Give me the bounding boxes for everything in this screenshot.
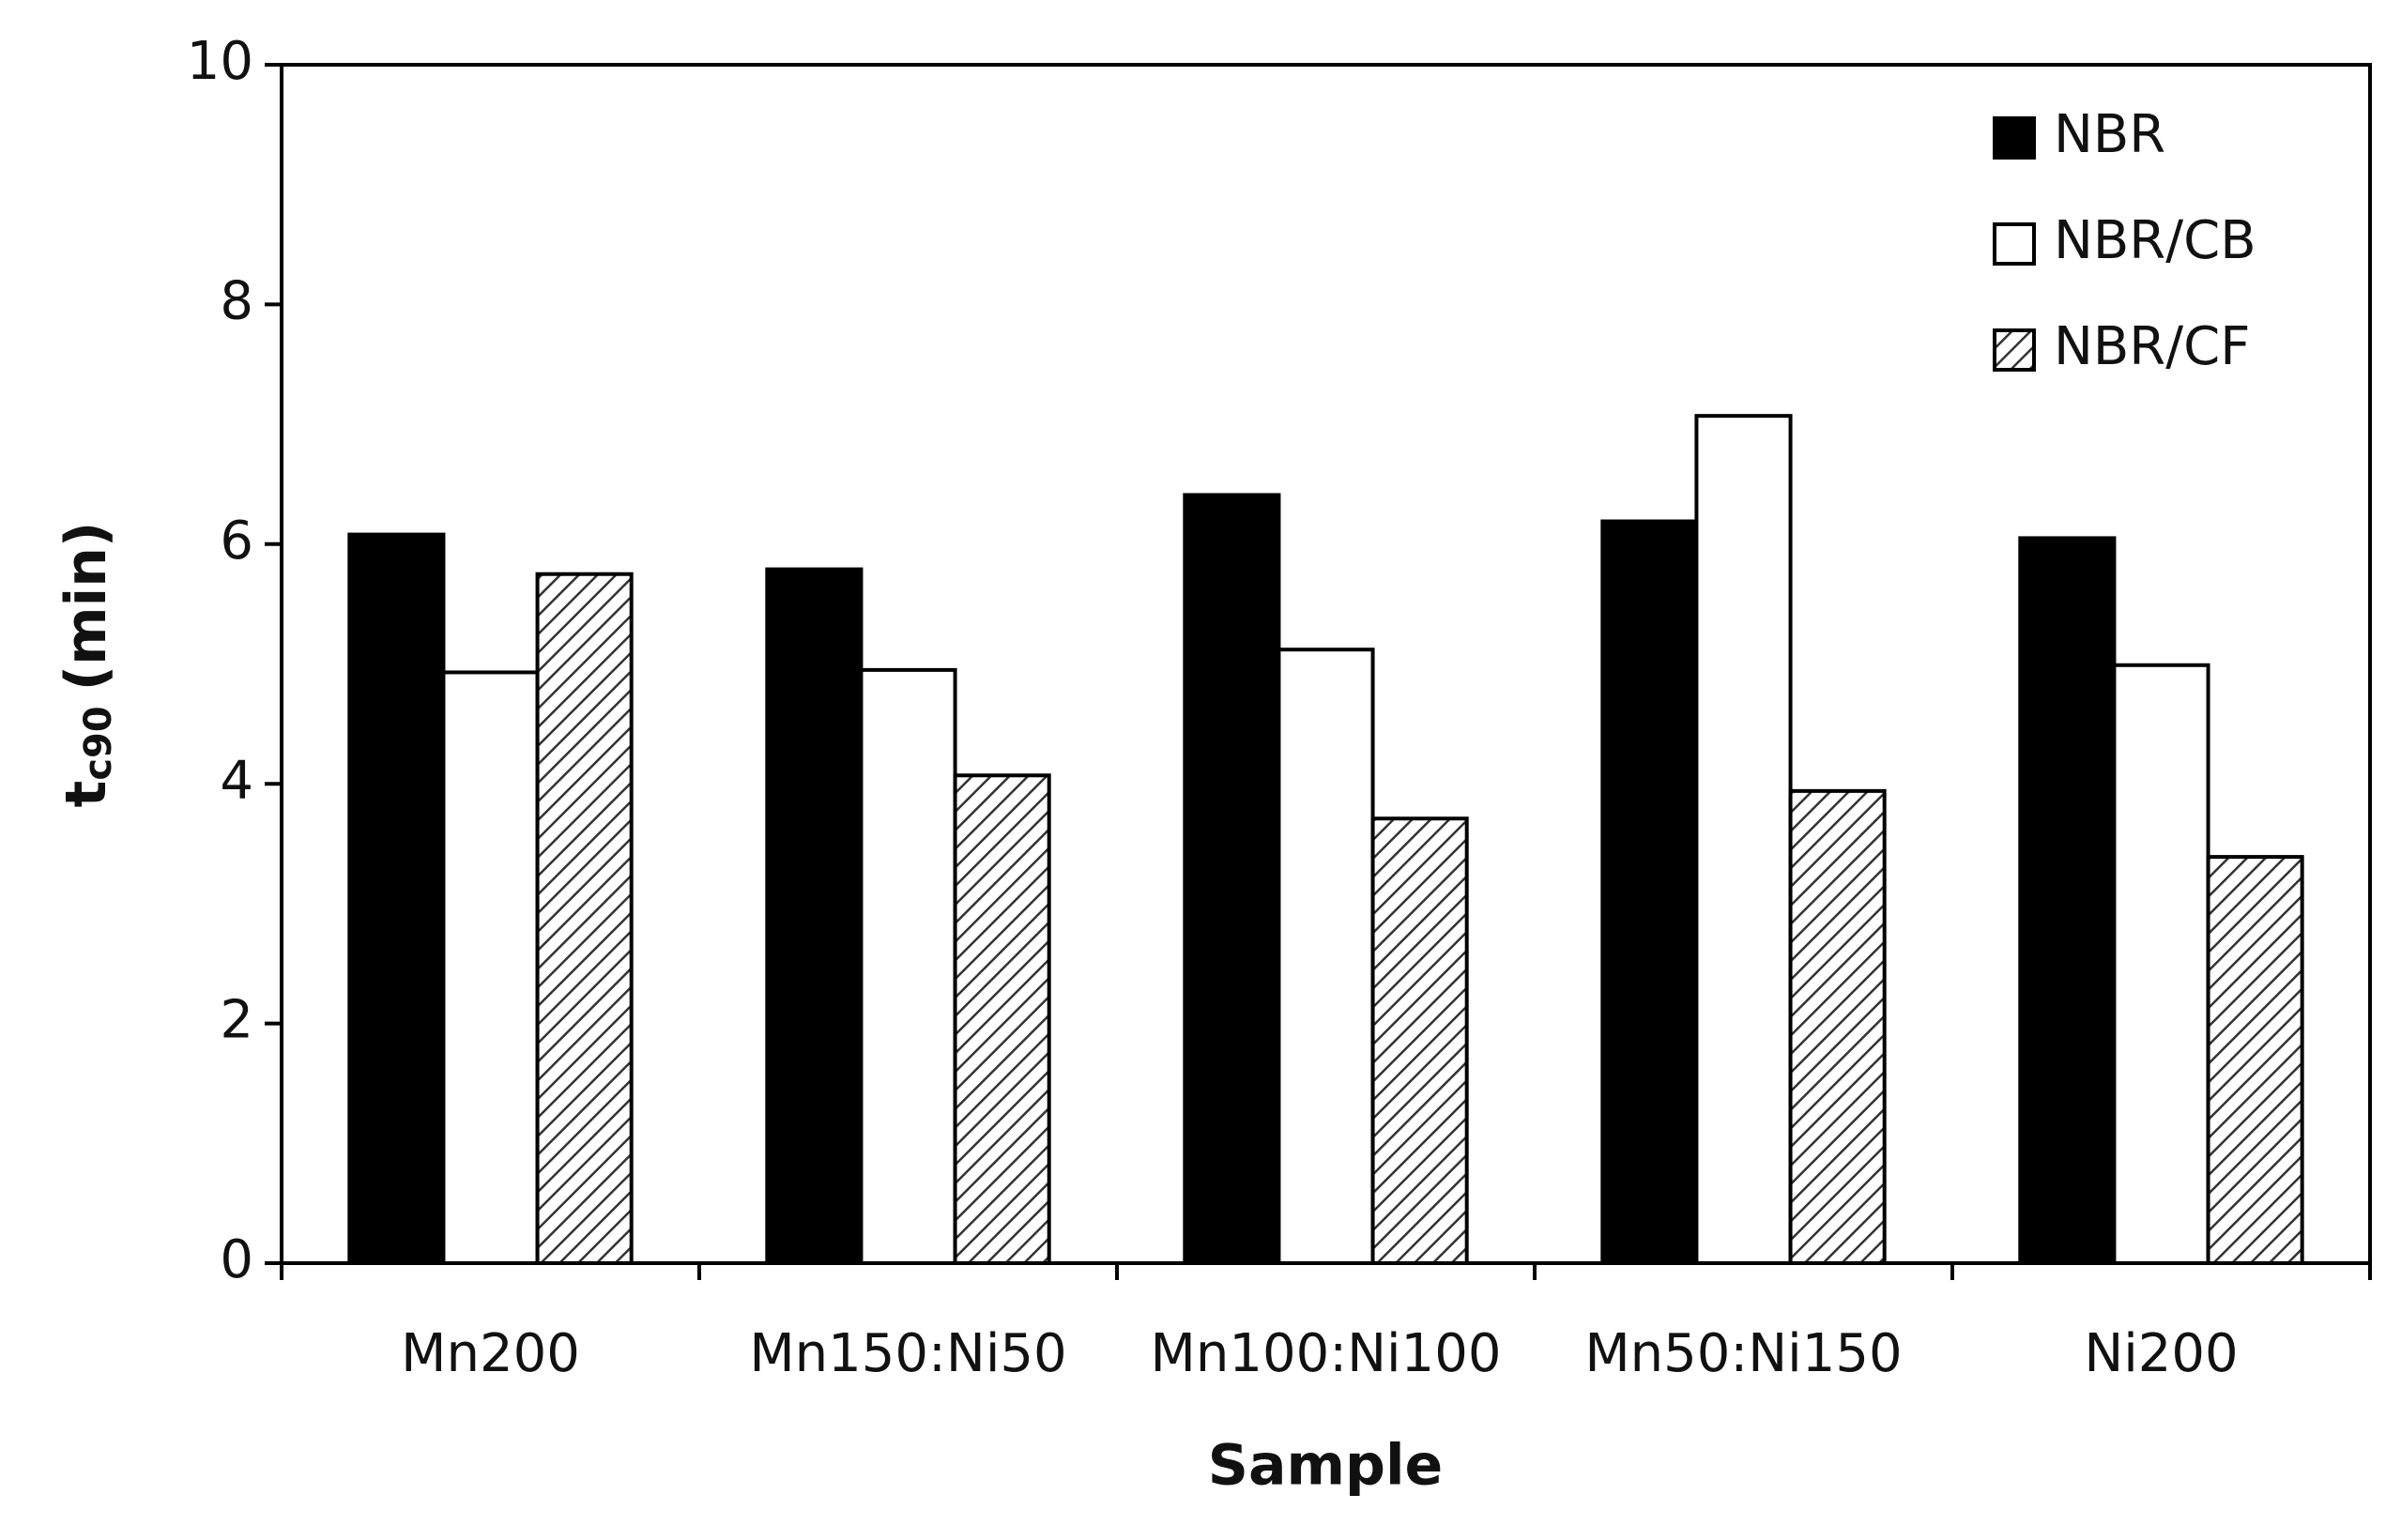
bar: [1600, 519, 1699, 1265]
legend-swatch: [1993, 328, 2036, 372]
legend-label: NBR/CF: [2054, 316, 2250, 377]
bar: [347, 532, 446, 1265]
y-tick-label: 4: [220, 750, 253, 811]
bar: [1788, 788, 1887, 1265]
legend-label: NBR: [2054, 104, 2165, 165]
bar: [2206, 855, 2304, 1265]
y-axis-title-unit: (min): [54, 522, 119, 692]
y-axis-title-main: t: [54, 781, 119, 808]
y-tick-label: 10: [187, 31, 253, 92]
y-axis-title: tc90 (min): [54, 522, 120, 808]
y-tick-label: 0: [220, 1229, 253, 1290]
bar: [535, 572, 634, 1265]
bar: [859, 667, 957, 1265]
x-tick-label: Mn200: [401, 1323, 580, 1384]
bar: [765, 567, 864, 1265]
x-axis-title: Sample: [1208, 1433, 1443, 1499]
x-tick-label: Ni200: [2084, 1323, 2238, 1384]
bar: [953, 773, 1051, 1265]
legend-swatch: [1993, 116, 2036, 160]
bar: [2018, 536, 2117, 1265]
bar: [1694, 414, 1793, 1265]
bar: [1370, 816, 1469, 1265]
y-tick-label: 8: [220, 271, 253, 332]
legend-swatch: [1993, 222, 2036, 266]
y-tick-label: 2: [220, 990, 253, 1051]
bar: [2112, 663, 2210, 1265]
y-tick-label: 6: [220, 511, 253, 572]
bar: [441, 670, 540, 1265]
x-tick-label: Mn100:Ni100: [1151, 1323, 1502, 1384]
legend-label: NBR/CB: [2054, 210, 2256, 271]
bar: [1183, 493, 1281, 1265]
x-tick-label: Mn150:Ni50: [749, 1323, 1066, 1384]
bar: [1277, 648, 1375, 1265]
y-axis-title-sub: c90: [77, 706, 120, 780]
x-tick-label: Mn50:Ni150: [1584, 1323, 1902, 1384]
